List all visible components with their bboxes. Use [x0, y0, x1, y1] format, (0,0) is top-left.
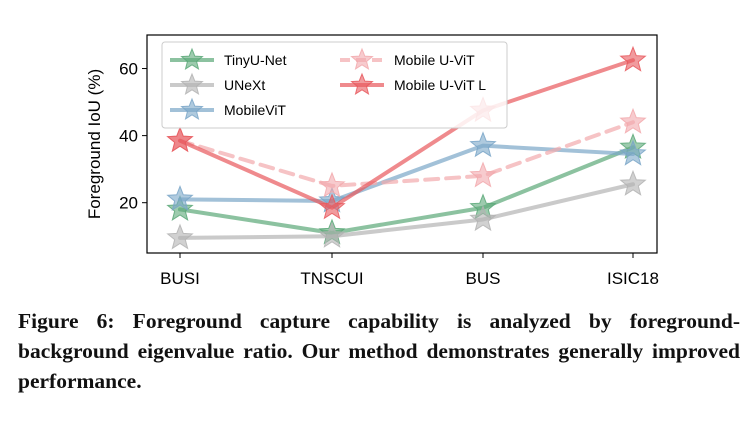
legend-label: MobileViT — [224, 102, 286, 118]
legend-label: TinyU-Net — [224, 52, 287, 68]
data-point-star — [469, 131, 497, 158]
legend-box — [161, 41, 508, 129]
legend-swatch-star — [180, 72, 204, 95]
chart-svg: 20 40 60 BUSI TNSCUI BUS ISIC18 Foreground IoU … — [85, 34, 659, 288]
legend-swatch-star — [350, 72, 374, 95]
data-point-star — [318, 193, 346, 220]
data-point-star — [318, 221, 346, 248]
data-point-star — [166, 126, 194, 153]
y-axis-label: Foreground IoU (%) — [85, 69, 104, 219]
data-point-star — [469, 161, 497, 188]
series-line — [178, 120, 635, 188]
figure-caption: Figure 6: Foreground capture capability … — [18, 309, 740, 393]
series-line — [178, 58, 635, 210]
plot-frame — [146, 34, 658, 254]
data-point-star — [166, 195, 194, 222]
legend-swatch-star — [180, 97, 204, 120]
data-point-star — [166, 184, 194, 211]
series-line — [178, 182, 635, 240]
series-line — [178, 145, 635, 235]
figure-chart: 20 40 60 BUSI TNSCUI BUS ISIC18 Foreground IoU … — [85, 34, 659, 288]
data-point-star — [469, 205, 497, 232]
data-point-star — [619, 45, 647, 72]
x-tick-label: BUS — [466, 269, 501, 288]
x-tick-label: BUSI — [160, 269, 200, 288]
legend-label: Mobile U-ViT L — [394, 77, 486, 93]
y-tick-label: 60 — [119, 60, 138, 79]
data-point-star — [619, 139, 647, 166]
data-point-star — [318, 171, 346, 198]
legend-label: UNeXt — [224, 77, 265, 93]
x-tick-label: TNSCUI — [300, 269, 363, 288]
legend-swatch-star — [350, 47, 374, 70]
data-point-star — [166, 223, 194, 250]
data-point-star — [619, 169, 647, 196]
legend-swatch-star — [180, 47, 204, 70]
legend-label: Mobile U-ViT — [394, 52, 475, 68]
y-tick-label: 20 — [119, 194, 138, 213]
data-point-star — [619, 107, 647, 134]
x-tick-label: ISIC18 — [607, 269, 659, 288]
y-tick-label: 40 — [119, 127, 138, 146]
